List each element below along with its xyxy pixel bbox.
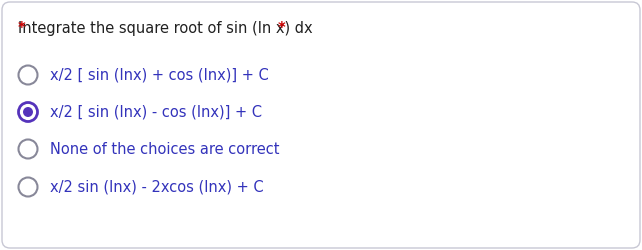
Ellipse shape [19, 140, 37, 158]
FancyBboxPatch shape [2, 2, 640, 248]
Text: x/2 sin (lnx) - 2xcos (lnx) + C: x/2 sin (lnx) - 2xcos (lnx) + C [50, 180, 264, 194]
Ellipse shape [24, 108, 32, 116]
Ellipse shape [19, 66, 37, 84]
Text: x/2 [ sin (lnx) - cos (lnx)] + C: x/2 [ sin (lnx) - cos (lnx)] + C [50, 104, 262, 120]
Ellipse shape [19, 178, 37, 197]
Ellipse shape [19, 102, 37, 122]
Text: None of the choices are correct: None of the choices are correct [50, 142, 279, 156]
Text: Integrate the square root of sin (ln x) dx: Integrate the square root of sin (ln x) … [18, 20, 317, 36]
Text: x/2 [ sin (lnx) + cos (lnx)] + C: x/2 [ sin (lnx) + cos (lnx)] + C [50, 68, 269, 82]
Text: *: * [278, 20, 286, 36]
Text: *: * [18, 20, 26, 36]
